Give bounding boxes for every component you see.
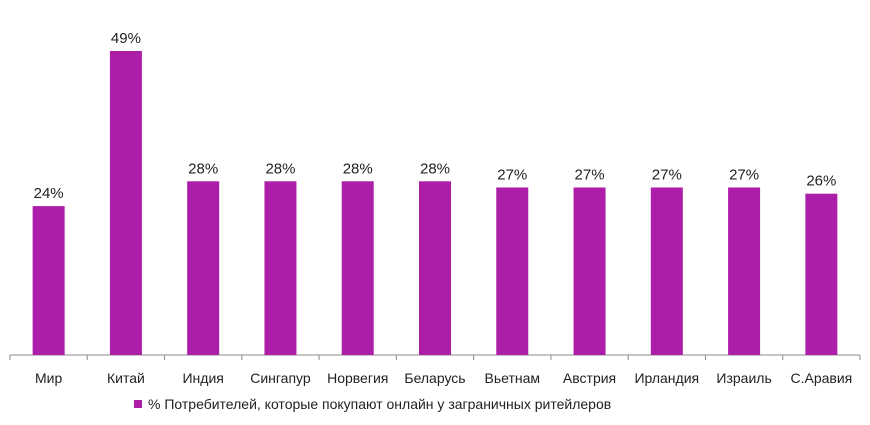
data-label: 26% — [806, 173, 836, 190]
bar — [805, 193, 838, 355]
data-label: 49% — [111, 30, 141, 47]
x-tick-label: Ирландия — [634, 370, 699, 386]
legend-label: % Потребителей, которые покупают онлайн … — [148, 396, 612, 412]
bar — [264, 181, 297, 355]
bar — [32, 206, 65, 355]
x-tick-label: Норвегия — [327, 370, 388, 386]
bar — [341, 181, 374, 355]
data-label: 27% — [497, 166, 527, 183]
x-tick-label: Израиль — [716, 370, 771, 386]
data-label: 27% — [729, 166, 759, 183]
bar — [650, 187, 683, 355]
legend: % Потребителей, которые покупают онлайн … — [134, 396, 611, 412]
x-tick-label: Сингапур — [250, 370, 311, 386]
bar — [109, 51, 142, 355]
bar — [573, 187, 606, 355]
data-label: 27% — [652, 166, 682, 183]
data-label: 24% — [34, 185, 64, 202]
bar — [496, 187, 529, 355]
bar — [728, 187, 761, 355]
data-label: 28% — [343, 160, 373, 177]
bar — [419, 181, 451, 355]
x-tick-label: Вьетнам — [485, 370, 541, 386]
bar — [187, 181, 220, 355]
x-tick-label: Беларусь — [404, 370, 465, 386]
data-label: 27% — [575, 166, 605, 183]
x-tick-label: Китай — [107, 370, 145, 386]
data-label: 28% — [265, 160, 295, 177]
legend-swatch — [134, 400, 142, 408]
x-tick-label: С.Аравия — [790, 370, 852, 386]
data-label: 28% — [420, 160, 450, 177]
x-tick-label: Мир — [35, 370, 62, 386]
x-tick-label: Австрия — [563, 370, 616, 386]
data-label: 28% — [188, 160, 218, 177]
x-tick-label: Индия — [182, 370, 223, 386]
